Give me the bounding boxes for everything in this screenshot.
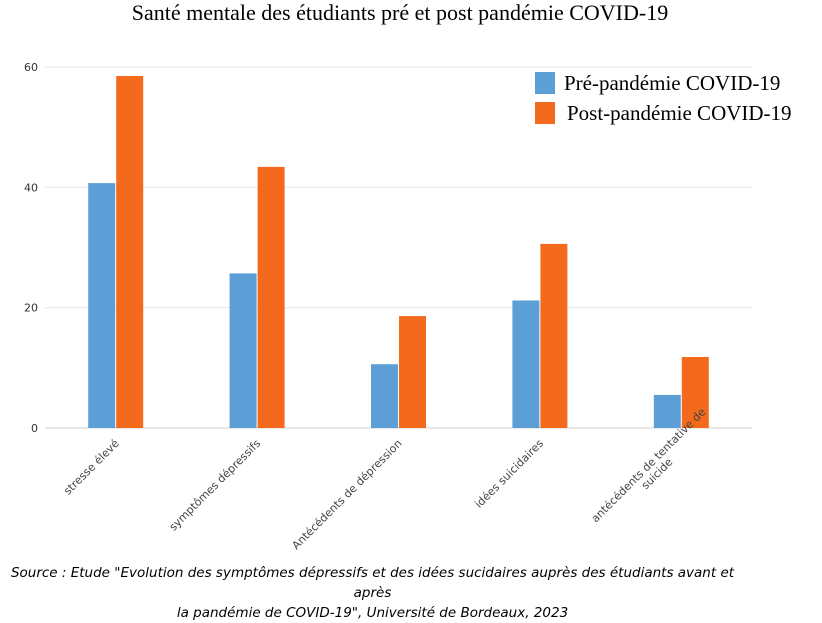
source-line-1: Source : Etude "Evolution des symptômes …: [10, 565, 735, 601]
bar-pre-3: [512, 300, 540, 428]
legend: Pré-pandémie COVID-19 Post-pandémie COVID…: [535, 71, 792, 125]
bars: [88, 76, 709, 429]
x-tick-label: symptômes dépressifs: [167, 437, 264, 534]
x-tick-label: antécédents de tentative desuicide: [589, 405, 717, 533]
bar-post-4: [681, 357, 709, 428]
legend-swatch-0: [535, 72, 555, 94]
x-tick-label: idées suicidaires: [472, 437, 546, 511]
source-note: Source : Etude "Evolution des symptômes …: [0, 563, 745, 623]
bar-chart: 0 20 40 60 stresse élevé symptômes dépressifs…: [24, 61, 792, 552]
y-tick-label: 20: [24, 302, 38, 315]
legend-label-0: Pré-pandémie COVID-19: [564, 71, 780, 95]
bar-pre-4: [653, 394, 681, 428]
x-tick-label: Antécédents de dépression: [289, 437, 404, 552]
y-tick-label: 0: [31, 422, 38, 435]
source-line-2: la pandémie de COVID-19", Université de …: [176, 605, 569, 621]
bar-post-1: [257, 166, 285, 429]
bar-post-0: [116, 76, 144, 429]
bar-pre-0: [88, 183, 116, 428]
bar-pre-1: [229, 273, 257, 428]
y-tick-label: 40: [24, 181, 38, 194]
y-tick-label: 60: [24, 61, 38, 74]
bar-pre-2: [371, 364, 398, 428]
legend-swatch-1: [535, 102, 555, 124]
legend-label-1: Post-pandémie COVID-19: [567, 101, 792, 125]
gridlines: [45, 66, 752, 429]
bar-post-2: [399, 316, 426, 428]
x-tick-label: stresse élevé: [61, 437, 122, 498]
bar-post-3: [540, 243, 568, 428]
chart-title: Santé mentale des étudiants pré et post …: [131, 0, 669, 25]
